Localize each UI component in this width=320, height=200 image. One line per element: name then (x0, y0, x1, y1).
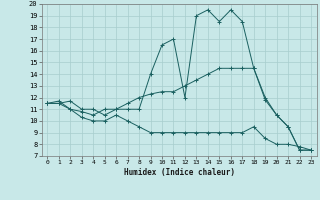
X-axis label: Humidex (Indice chaleur): Humidex (Indice chaleur) (124, 168, 235, 177)
